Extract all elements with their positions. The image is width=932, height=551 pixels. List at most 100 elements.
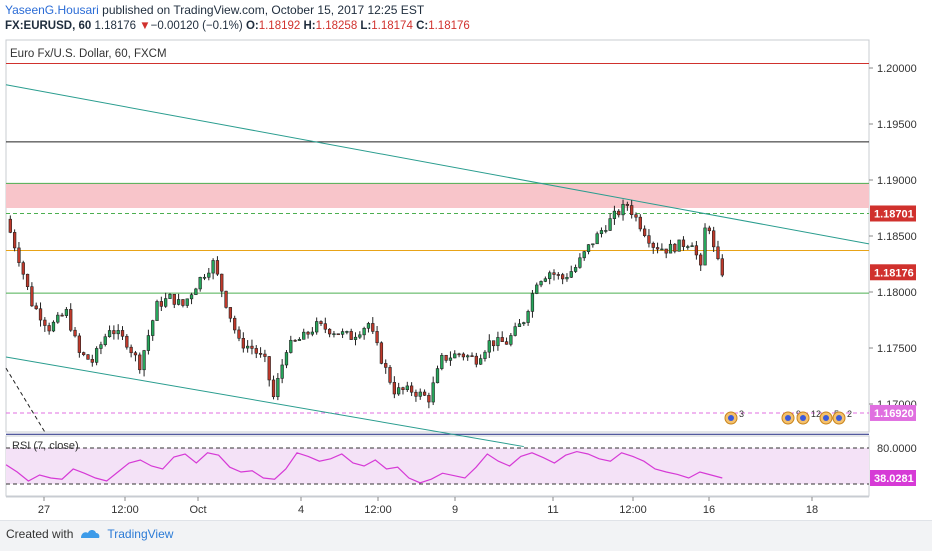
footer: Created with TradingView: [6, 527, 173, 541]
low-value: 1.18174: [371, 20, 413, 32]
candle-down: [159, 301, 163, 307]
candle-down: [237, 329, 241, 339]
close-label: C:: [416, 20, 429, 32]
candle-up: [435, 368, 440, 384]
symbol-label: FX:EURUSD, 60: [5, 20, 92, 32]
candle-down: [474, 355, 478, 365]
candle-down: [422, 391, 427, 396]
candle-down: [504, 341, 509, 345]
candle-up: [189, 294, 194, 300]
candle-up: [142, 350, 146, 371]
candle-down: [720, 258, 724, 276]
event-flag: 3: [724, 409, 744, 425]
candle-down: [90, 359, 94, 363]
y-tick-label: 1.20000: [877, 63, 917, 75]
candle-up: [64, 309, 69, 316]
tradingview-logo-icon: [81, 530, 100, 538]
candle-up: [483, 351, 487, 359]
y-tick-label: 1.19500: [877, 119, 917, 131]
candle-up: [302, 331, 306, 340]
candle-down: [349, 331, 353, 340]
candle-up: [155, 301, 159, 321]
candle-up: [358, 334, 362, 338]
candle-down: [638, 216, 642, 230]
trendline: [5, 367, 46, 433]
candle-down: [69, 309, 73, 331]
candle-up: [690, 245, 694, 248]
high-label: H:: [303, 20, 316, 32]
candle-up: [453, 353, 457, 359]
candle-down: [371, 323, 375, 332]
candle-up: [431, 382, 435, 403]
candle-up: [604, 230, 608, 232]
candle-up: [565, 276, 569, 280]
candle-up: [353, 336, 358, 340]
candle-down: [125, 335, 129, 348]
flag-icon: [728, 415, 734, 421]
price-chart[interactable]: 391252Euro Fx/U.S. Dollar, 60, FXCM1.200…: [0, 0, 932, 520]
rsi-last-value: 38.0281: [874, 473, 914, 485]
candle-up: [99, 344, 103, 349]
candle-up: [440, 354, 444, 369]
candle-down: [401, 387, 405, 390]
x-tick-label: 12:00: [619, 504, 647, 516]
candle-up: [582, 251, 586, 259]
chart-title: Euro Fx/U.S. Dollar, 60, FXCM: [10, 48, 167, 60]
tradingview-link[interactable]: TradingView: [107, 527, 174, 541]
candle-up: [151, 320, 155, 336]
candle-down: [129, 346, 133, 354]
high-value: 1.18258: [315, 20, 358, 32]
candle-down: [172, 293, 176, 305]
candle-down: [716, 246, 720, 260]
candle-down: [25, 273, 30, 287]
created-with-text: Created with: [6, 527, 74, 541]
candle-up: [608, 218, 612, 231]
candle-up: [573, 267, 578, 272]
candle-up: [418, 391, 422, 397]
candle-down: [409, 385, 414, 393]
candle-up: [543, 278, 548, 282]
candle-down: [21, 262, 25, 275]
candle-down: [500, 337, 504, 342]
candle-up: [487, 340, 491, 353]
candle-up: [535, 284, 539, 294]
candle-down: [138, 354, 142, 371]
candle-up: [569, 271, 573, 278]
candle-up: [526, 311, 530, 323]
candle-down: [233, 317, 237, 331]
candle-up: [185, 298, 189, 306]
candle-up: [207, 272, 211, 278]
candle-up: [479, 358, 483, 365]
candle-down: [634, 214, 638, 218]
candle-down: [319, 321, 323, 324]
candle-down: [560, 274, 565, 280]
candle-up: [94, 348, 99, 363]
candle-up: [345, 331, 349, 333]
candle-down: [647, 235, 651, 244]
candle-down: [73, 329, 77, 337]
candle-up: [103, 336, 107, 345]
flag-icon: [785, 415, 791, 421]
trendline: [5, 84, 870, 245]
candle-down: [457, 353, 461, 356]
candle-up: [405, 385, 409, 390]
candle-down: [327, 328, 332, 335]
price-label: 1.18176: [874, 267, 914, 279]
candle-down: [306, 331, 310, 335]
candle-up: [591, 243, 595, 246]
candle-down: [120, 330, 125, 337]
candle-down: [258, 353, 263, 355]
candle-down: [228, 307, 233, 319]
candle-up: [340, 331, 345, 335]
candle-up: [202, 276, 207, 279]
candle-down: [699, 254, 703, 266]
candle-down: [556, 274, 560, 276]
x-tick-label: 11: [547, 504, 558, 516]
x-tick-label: Oct: [189, 504, 206, 516]
candle-down: [181, 299, 185, 306]
author-link[interactable]: YaseenG.Housari: [5, 3, 99, 17]
candle-down: [267, 356, 271, 381]
candle-down: [461, 353, 466, 358]
candle-down: [77, 335, 81, 353]
candle-up: [586, 244, 591, 252]
